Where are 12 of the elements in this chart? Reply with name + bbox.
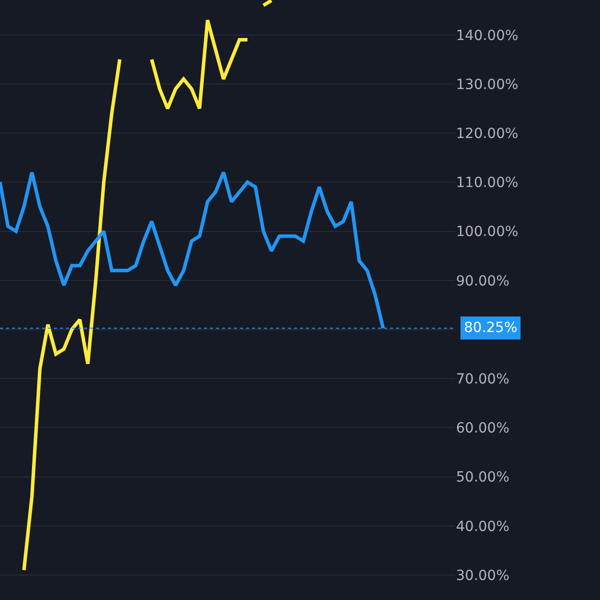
y-tick-label: 140.00% [456,28,518,44]
y-tick-label: 40.00% [456,518,510,535]
y-tick-label: 60.00% [456,420,510,437]
y-tick-label: 100.00% [456,224,518,240]
y-tick-label: 90.00% [456,273,510,290]
y-tick-label: 50.00% [456,470,510,486]
y-tick-label: 30.00% [456,568,510,584]
y-tick-label: 130.00% [456,76,518,93]
y-tick-label: 120.00% [456,126,518,142]
y-tick-label: 70.00% [456,371,510,388]
y-tick-label: 110.00% [456,175,518,192]
ref-line-label: 80.25% [464,320,518,336]
